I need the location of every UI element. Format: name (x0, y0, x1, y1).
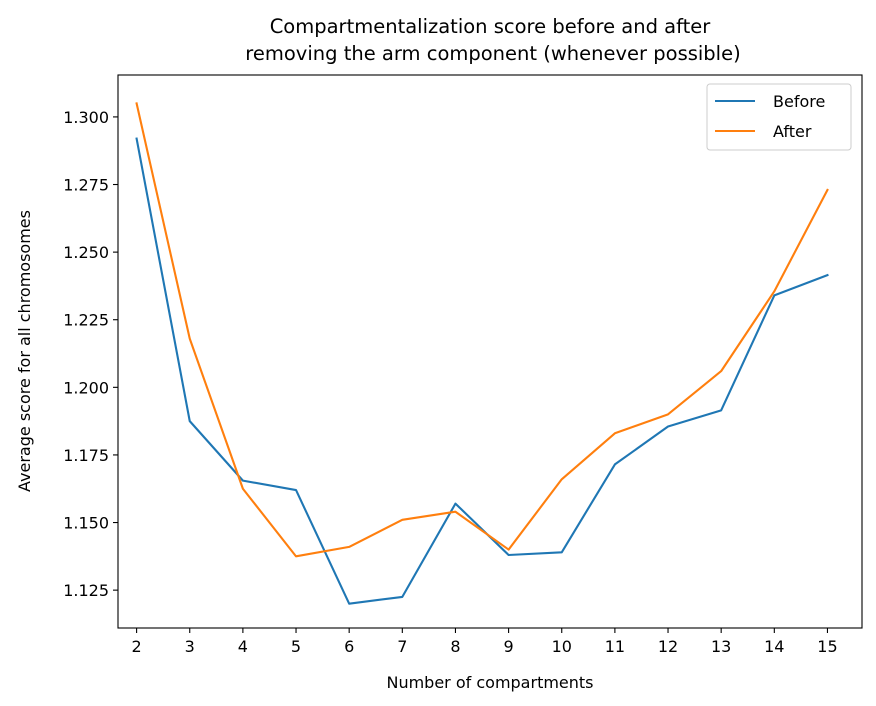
plot-area: 2 3 4 5 6 7 8 9 10 11 12 13 14 15 1.125 1.150 1.175 1.200… (63, 74, 863, 656)
x-tick-label: 6 (344, 637, 354, 656)
x-tick-label: 2 (132, 637, 142, 656)
x-tick-label: 3 (185, 637, 195, 656)
chart-title-line-2: removing the arm component (whenever pos… (245, 42, 740, 65)
chart-title-line-1: Compartmentalization score before and af… (270, 15, 712, 38)
y-tick-label: 1.250 (63, 243, 109, 262)
y-tick-label: 1.125 (63, 581, 109, 600)
y-tick-label: 1.175 (63, 446, 109, 465)
series-line-before (135, 137, 829, 605)
y-tick-label: 1.300 (63, 108, 109, 127)
x-tick-label: 13 (711, 637, 731, 656)
x-tick-label: 4 (238, 637, 248, 656)
x-tick-label: 12 (658, 637, 678, 656)
x-tick-label: 7 (397, 637, 407, 656)
x-tick-label: 8 (450, 637, 460, 656)
plot-frame (117, 74, 863, 629)
x-tick-label: 9 (504, 637, 514, 656)
x-axis-label: Number of compartments (386, 673, 593, 692)
x-tick-label: 15 (817, 637, 837, 656)
y-tick-label: 1.225 (63, 311, 109, 330)
y-tick-label: 1.150 (63, 514, 109, 533)
y-axis-label: Average score for all chromosomes (15, 210, 34, 492)
y-tick-label: 1.275 (63, 176, 109, 195)
legend-label-after: After (773, 122, 812, 141)
x-tick-label: 10 (552, 637, 572, 656)
x-tick-label: 14 (764, 637, 784, 656)
x-tick-label: 5 (291, 637, 301, 656)
y-tick-label: 1.200 (63, 378, 109, 397)
series-line-after (135, 102, 829, 558)
legend: Before After (706, 83, 852, 151)
x-tick-label: 11 (605, 637, 625, 656)
legend-label-before: Before (773, 92, 825, 111)
